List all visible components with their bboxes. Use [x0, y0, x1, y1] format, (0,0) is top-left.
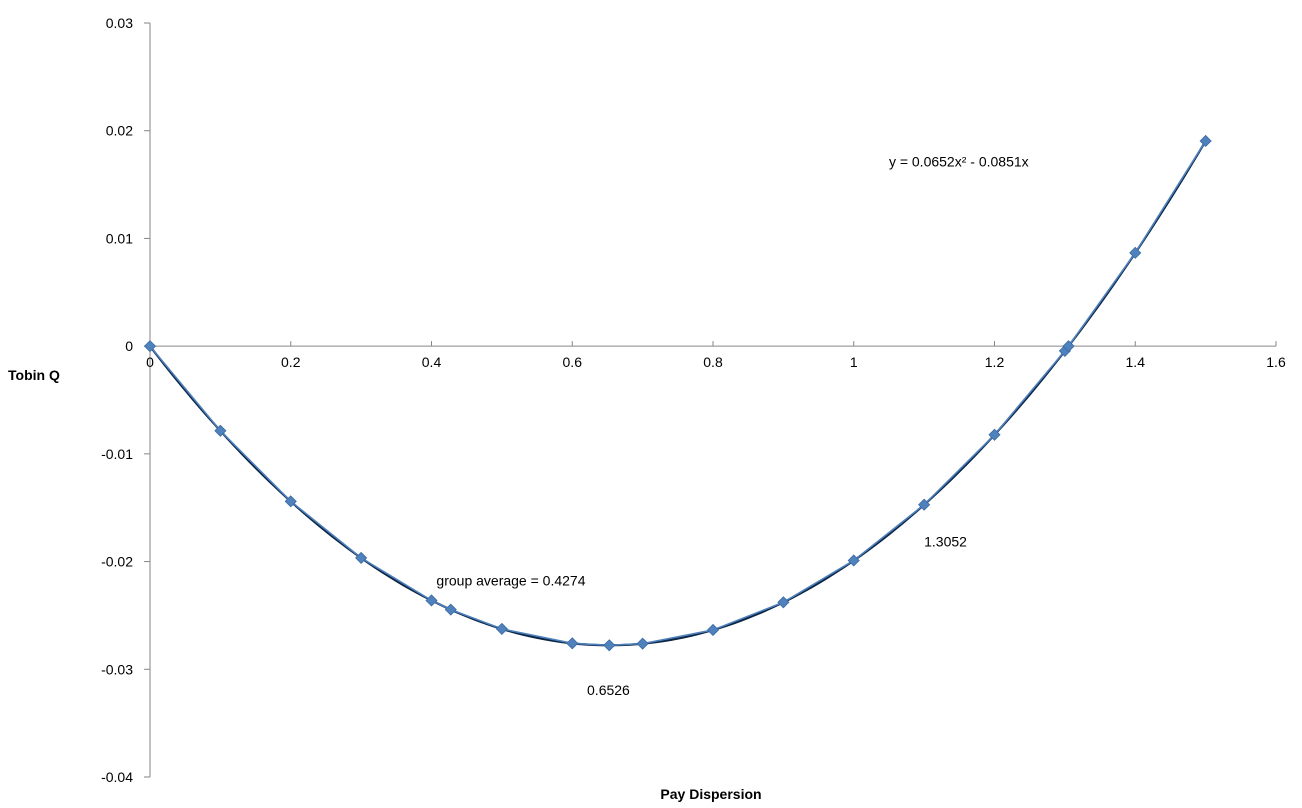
data-points	[143, 134, 1212, 652]
data-point	[1129, 246, 1142, 259]
y-tick-label: 0.02	[106, 123, 133, 139]
x-tick-label: 0.4	[422, 354, 442, 370]
data-point	[214, 424, 227, 437]
annotation-vertex: 0.6526	[587, 682, 630, 698]
y-tick-label: -0.01	[101, 446, 133, 462]
x-tick-label: 0.2	[281, 354, 301, 370]
trendline-curve	[149, 140, 1207, 647]
x-tick-label: 0.6	[563, 354, 583, 370]
data-point	[444, 603, 457, 616]
data-point	[566, 637, 579, 650]
x-axis: 0 0.2 0.4 0.6 0.8 1 1.2 1.4 1.6	[146, 341, 1286, 370]
data-point	[706, 623, 720, 637]
data-point	[988, 428, 1001, 441]
data-point	[495, 622, 508, 635]
annotation-group-average: group average = 0.4274	[436, 572, 585, 588]
data-point	[847, 554, 860, 567]
y-axis: 0.03 0.02 0.01 0 -0.01 -0.02 -0.03 -0.04	[101, 15, 151, 785]
series-line	[149, 140, 1207, 647]
x-tick-label: 1.4	[1126, 354, 1146, 370]
x-tick-label: 0.8	[703, 354, 723, 370]
annotations: y = 0.0652x² - 0.0851x group average = 0.…	[436, 153, 1028, 698]
x-tick-label: 1.6	[1266, 354, 1286, 370]
x-tick-label: 1	[850, 354, 858, 370]
data-point	[143, 340, 157, 353]
y-tick-label: -0.04	[101, 769, 133, 785]
data-point	[1199, 134, 1212, 148]
x-axis-title: Pay Dispersion	[660, 786, 761, 802]
annotation-equation: y = 0.0652x² - 0.0851x	[889, 153, 1029, 169]
data-point	[355, 551, 368, 564]
data-point	[918, 498, 931, 511]
data-point	[603, 639, 616, 652]
data-point	[777, 596, 790, 609]
data-point	[636, 637, 649, 650]
x-tick-label: 0	[146, 354, 154, 370]
y-tick-label: -0.02	[101, 554, 133, 570]
y-tick-label: 0	[125, 338, 133, 354]
x-tick-label: 1.2	[985, 354, 1005, 370]
data-point	[284, 495, 297, 508]
trendline	[149, 140, 1207, 647]
y-tick-label: 0.01	[106, 230, 133, 246]
y-tick-label: -0.03	[101, 661, 133, 677]
annotation-root: 1.3052	[924, 533, 967, 549]
y-axis-title: Tobin Q	[8, 367, 60, 383]
data-point	[425, 594, 438, 607]
y-tick-label: 0.03	[106, 15, 133, 31]
data-point	[1062, 340, 1075, 353]
